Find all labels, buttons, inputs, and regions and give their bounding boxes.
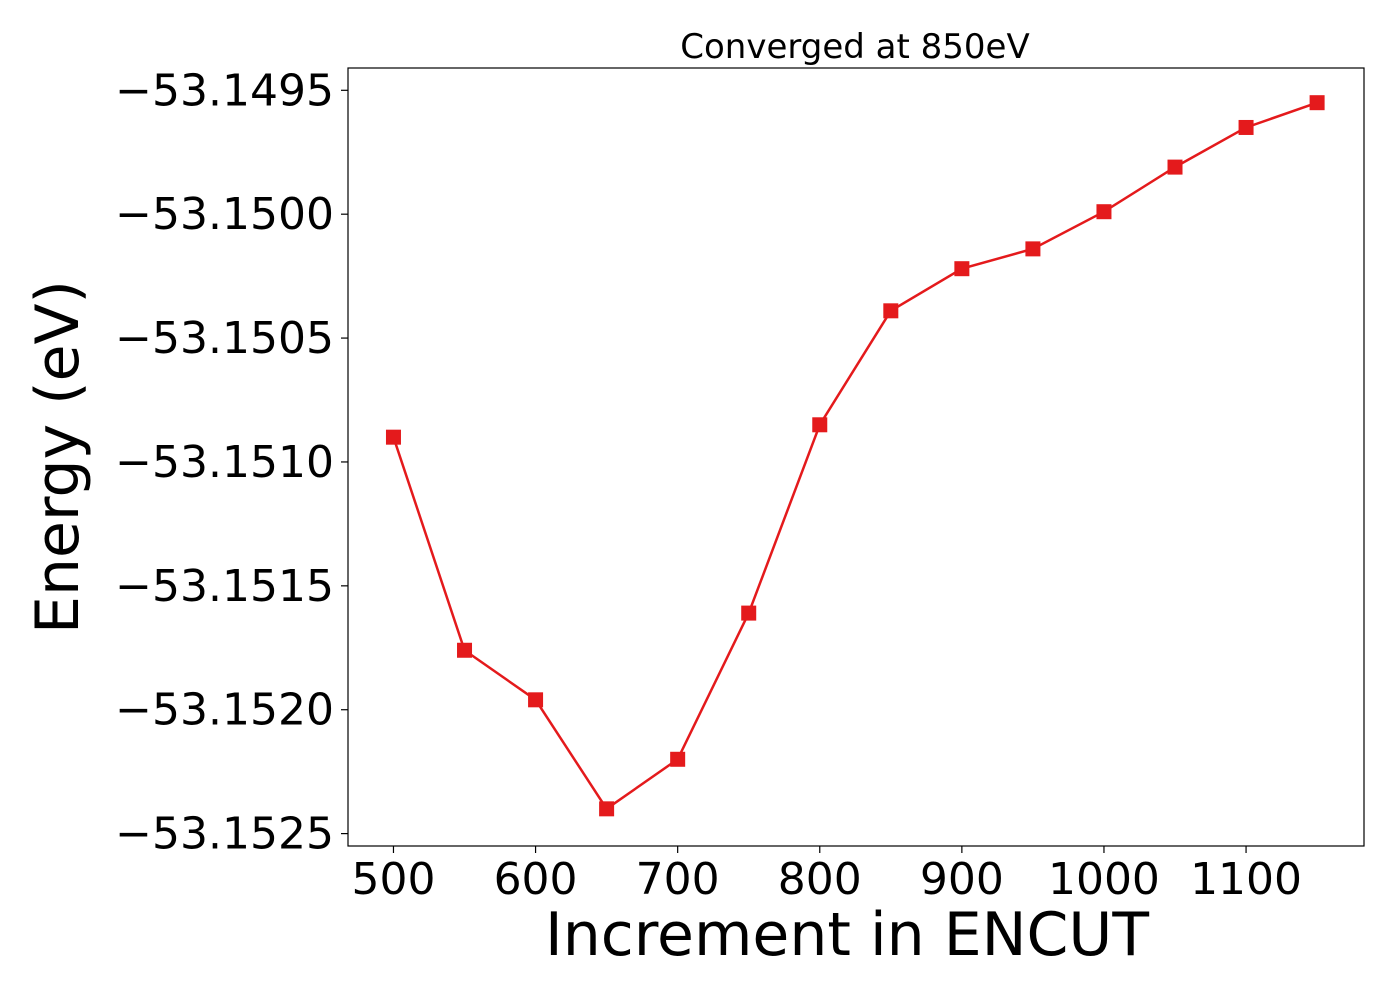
data-point-marker [741,605,757,621]
x-tick-label: 500 [351,854,435,905]
x-axis-label: Increment in ENCUT [545,900,1149,970]
data-point-marker [599,801,615,817]
y-tick-label: −53.1500 [115,189,334,240]
y-tick-label: −53.1495 [115,65,334,116]
y-tick-label: −53.1520 [115,685,334,736]
x-axis-ticks: 500 600 700 800 900 1000 1100 [351,846,1302,905]
series-layer [385,95,1325,817]
data-point-marker [457,642,473,658]
plot-area-frame [347,67,1365,847]
x-tick-label: 600 [494,854,578,905]
y-tick-label: −53.1525 [115,809,334,860]
x-tick-label: 900 [920,854,1004,905]
data-point-marker [670,751,686,767]
y-tick-label: −53.1505 [115,313,334,364]
y-axis-label: Energy (eV) [23,280,93,634]
data-point-marker [812,417,828,433]
x-tick-label: 1100 [1190,854,1302,905]
x-tick-label: 700 [636,854,720,905]
data-point-marker [1096,204,1112,220]
y-tick-label: −53.1510 [115,437,334,488]
x-tick-label: 800 [778,854,862,905]
y-axis-ticks: −53.1525 −53.1520 −53.1515 −53.1510 −53.1505… [115,65,348,860]
data-point-marker [883,303,899,319]
series-line [392,101,1318,811]
data-point-marker [1238,119,1254,135]
y-tick-label: −53.1515 [115,561,334,612]
chart-title: Converged at 850eV [680,27,1029,67]
data-point-marker [1309,95,1325,111]
data-point-marker [954,261,970,277]
data-point-marker [528,692,544,708]
data-point-marker [1167,159,1183,175]
data-point-marker [385,429,401,445]
x-tick-label: 1000 [1048,854,1160,905]
data-point-marker [1025,241,1041,257]
